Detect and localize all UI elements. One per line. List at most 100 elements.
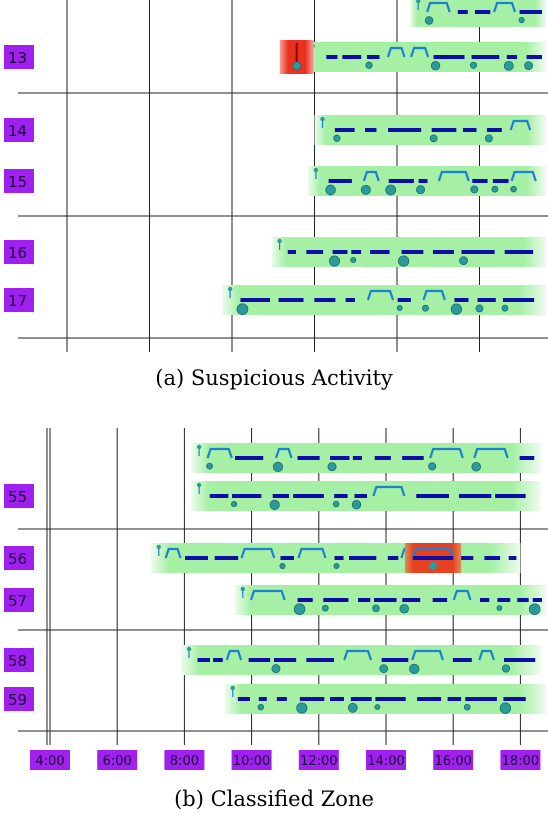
time-tick-label: 8:00 <box>170 754 199 769</box>
row-59-event-dot <box>374 704 381 710</box>
row-16-event-dot <box>328 255 341 267</box>
row-id-label: 13 <box>8 49 27 67</box>
caption-suspicious-activity: (a) Suspicious Activity <box>155 366 393 390</box>
time-tick-bg <box>231 750 272 770</box>
row-label-bg <box>4 687 34 711</box>
row-58-pin-head <box>186 646 192 652</box>
panel-classified-zone: 55 56 57 58 59 4:00 6:00 8:00 10:00 12:00 14:00 16:… <box>4 428 548 770</box>
row-58-transit <box>225 649 243 661</box>
row-16-event-dot <box>459 256 468 265</box>
row-top-event-dot <box>327 462 337 472</box>
time-tick-label: 14:00 <box>367 754 404 769</box>
row-56-event-dot <box>333 563 340 570</box>
row-59-pin-head <box>230 685 235 691</box>
row-label-bg <box>4 288 34 312</box>
row-57-event-dot <box>372 604 380 613</box>
row-17-pin-head <box>227 286 233 292</box>
row-56-transit <box>297 547 327 559</box>
row-56-event-dot <box>279 563 286 570</box>
row-17-event-dot <box>422 304 429 312</box>
time-tick-bg <box>298 750 339 770</box>
row-57-pin-head <box>240 586 245 592</box>
row-57-event-dot <box>528 603 541 615</box>
row-15-event-dot <box>416 185 426 195</box>
row-15-event-dot <box>491 185 499 193</box>
row-58-transit <box>411 649 444 661</box>
row-15-event-dot <box>325 184 336 196</box>
row-17-event-dot <box>450 303 463 315</box>
row-top-transit <box>429 447 464 459</box>
row-15-transit <box>510 170 537 182</box>
time-tick-label: 6:00 <box>103 754 132 769</box>
row-top-transit <box>493 1 517 13</box>
row-label-14: 14 <box>4 118 34 142</box>
row-id-label: 15 <box>8 173 27 191</box>
time-tick-bg <box>366 750 406 770</box>
row-id-label: 17 <box>8 292 27 310</box>
row-top-event-dot <box>206 462 213 470</box>
row-top-transit <box>426 1 451 13</box>
row-14-event-dot <box>484 134 493 143</box>
row-58-transit <box>478 649 495 661</box>
row-label-bg <box>4 588 34 612</box>
row-13-event-dot <box>503 60 514 71</box>
time-tick-bg <box>97 750 138 770</box>
alert-dot <box>292 61 302 71</box>
row-17-band <box>222 285 546 315</box>
time-tick-400: 4:00 <box>30 750 70 770</box>
time-tick-bg <box>164 750 205 770</box>
row-17-event-dot <box>475 304 484 313</box>
row-id-label: 59 <box>8 691 27 709</box>
row-59-event-dot <box>257 703 264 711</box>
row-17-transit <box>366 289 395 301</box>
row-label-bg <box>4 45 34 69</box>
row-top-transit <box>274 447 293 459</box>
row-15-event-dot <box>510 185 517 193</box>
time-tick-bg <box>433 750 474 770</box>
time-tick-1600: 16:00 <box>433 750 474 770</box>
row-label-15: 15 <box>4 169 34 193</box>
row-top-pin-head <box>196 444 202 450</box>
row-15-pin-head <box>313 167 319 173</box>
row-57-event-dot <box>399 603 410 614</box>
row-58-band <box>181 645 541 675</box>
row-label-57: 57 <box>4 588 34 612</box>
time-tick-1800: 18:00 <box>500 750 541 770</box>
row-top-event-dot <box>424 16 434 25</box>
row-label-55: 55 <box>4 484 34 508</box>
row-15-transit <box>362 170 380 182</box>
row-top-event-dot <box>518 17 525 24</box>
row-15-event-dot <box>470 185 479 194</box>
row-16-pin-head <box>277 238 282 244</box>
row-14-event-dot <box>429 134 438 143</box>
row-59-event-dot <box>463 703 471 711</box>
row-17-event-dot <box>236 303 249 315</box>
row-id-label: 57 <box>8 592 27 610</box>
row-label-bg <box>4 169 34 193</box>
alert-transit <box>411 547 455 559</box>
row-58-event-dot <box>379 664 389 673</box>
row-top-event-dot <box>428 462 437 471</box>
row-15-event-dot <box>385 184 397 196</box>
caption-classified-zone: (b) Classified Zone <box>174 787 374 811</box>
row-13-transit <box>386 46 406 58</box>
row-58-event-dot <box>271 664 281 674</box>
row-17-event-dot <box>396 305 403 311</box>
time-tick-800: 8:00 <box>164 750 205 770</box>
row-top-transit <box>473 447 509 459</box>
row-id-label: 16 <box>8 244 27 262</box>
row-label-bg <box>4 118 34 142</box>
row-13-event-dot <box>365 61 373 69</box>
row-13-event-dot <box>469 61 478 69</box>
row-label-13: 13 <box>4 45 34 69</box>
row-55-event-dot <box>351 500 362 510</box>
row-55-transit <box>372 485 406 497</box>
time-tick-label: 4:00 <box>35 754 64 769</box>
row-58-transit <box>343 649 373 661</box>
row-15-event-dot <box>360 184 371 195</box>
time-tick-bg <box>30 750 70 770</box>
row-16-event-dot <box>397 255 410 267</box>
row-57-transit <box>249 589 286 601</box>
time-tick-label: 10:00 <box>233 754 270 769</box>
panel-suspicious-activity: 13 14 15 16 17 <box>4 0 548 352</box>
